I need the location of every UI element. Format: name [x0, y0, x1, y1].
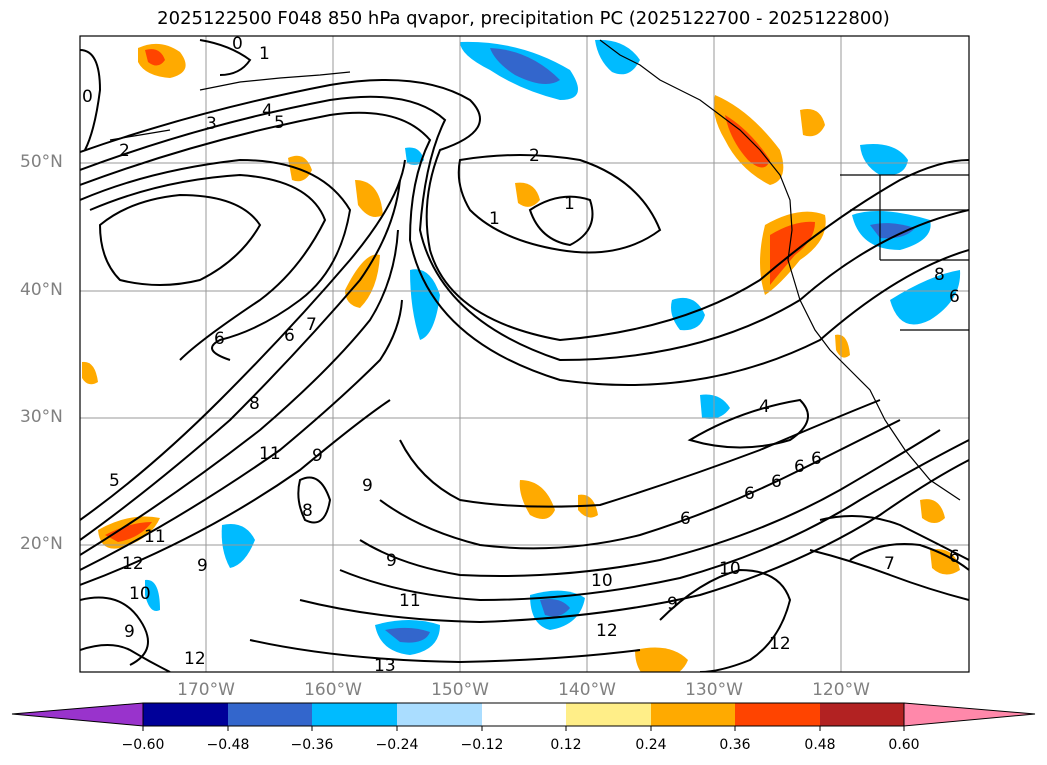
- lon-label-170w: 170°W: [177, 680, 235, 700]
- contour-label: 3: [206, 114, 217, 134]
- colorbar-tick-label: −0.24: [375, 737, 419, 753]
- contour-label: 1: [564, 194, 575, 214]
- contour-label: 9: [386, 551, 397, 571]
- graticule: [80, 36, 969, 672]
- lat-label-30n: 30°N: [20, 407, 63, 427]
- colorbar-tick-label: 0.24: [635, 737, 667, 753]
- contour-label: 4: [262, 101, 273, 121]
- contour-label: 12: [122, 554, 144, 574]
- contour-label: 11: [259, 444, 281, 464]
- contour-label: 9: [667, 594, 678, 614]
- colorbar-tick-label: −0.48: [206, 737, 250, 753]
- lat-label-50n: 50°N: [20, 152, 63, 172]
- contour-label: 10: [129, 584, 151, 604]
- contour-label: 9: [362, 476, 373, 496]
- contour-label: 6: [771, 472, 782, 492]
- map-frame: [79, 35, 970, 673]
- contour-label: 12: [769, 634, 791, 654]
- contour-label: 9: [197, 556, 208, 576]
- contour-label: 8: [249, 394, 260, 414]
- lon-label-160w: 160°W: [304, 680, 362, 700]
- contour-label: 9: [312, 446, 323, 466]
- colorbar-tick-label: 0.60: [888, 737, 920, 753]
- colorbar-tick-label: −0.60: [121, 737, 165, 753]
- qvapor-contours: [80, 39, 969, 672]
- lon-label-140w: 140°W: [558, 680, 616, 700]
- contour-label: 10: [719, 559, 741, 579]
- contour-label: 12: [596, 621, 618, 641]
- contour-label: 2: [119, 141, 130, 161]
- colorbar-tick-label: 0.36: [719, 737, 751, 753]
- page-title: 2025122500 F048 850 hPa qvapor, precipit…: [157, 8, 890, 29]
- contour-label: 12: [184, 649, 206, 669]
- contour-label: 7: [884, 554, 895, 574]
- contour-label: 8: [934, 265, 945, 285]
- contour-label: 2: [529, 146, 540, 166]
- contour-label: 5: [109, 471, 120, 491]
- contour-label: 6: [949, 547, 960, 567]
- contour-label: 4: [759, 397, 770, 417]
- lon-label-130w: 130°W: [685, 680, 743, 700]
- lon-label-120w: 120°W: [812, 680, 870, 700]
- colorbar-tick-label: −0.12: [460, 737, 504, 753]
- lat-label-20n: 20°N: [20, 534, 63, 554]
- colorbar: [11, 702, 1036, 731]
- contour-label: 10: [591, 571, 613, 591]
- contour-label: 0: [82, 87, 93, 107]
- contour-label: 6: [949, 287, 960, 307]
- contour-label: 5: [274, 113, 285, 133]
- contour-label: 6: [794, 457, 805, 477]
- contour-label: 6: [811, 449, 822, 469]
- contour-label: 6: [214, 329, 225, 349]
- colorbar-tick-label: 0.48: [804, 737, 836, 753]
- lon-label-150w: 150°W: [431, 680, 489, 700]
- contour-label: 11: [144, 527, 166, 547]
- contour-label: 8: [302, 501, 313, 521]
- colorbar-tick-label: 0.12: [550, 737, 582, 753]
- lat-label-40n: 40°N: [20, 280, 63, 300]
- contour-label: 1: [259, 44, 270, 64]
- contour-label: 6: [744, 484, 755, 504]
- contour-label: 13: [374, 656, 396, 676]
- colorbar-tick-label: −0.36: [290, 737, 334, 753]
- contour-label: 6: [680, 509, 691, 529]
- contour-label: 11: [399, 591, 421, 611]
- contour-label: 0: [232, 34, 243, 54]
- contour-label: 9: [124, 622, 135, 642]
- contour-label: 7: [306, 315, 317, 335]
- coastlines: [109, 39, 969, 501]
- contour-label: 1: [489, 209, 500, 229]
- contour-label: 6: [284, 326, 295, 346]
